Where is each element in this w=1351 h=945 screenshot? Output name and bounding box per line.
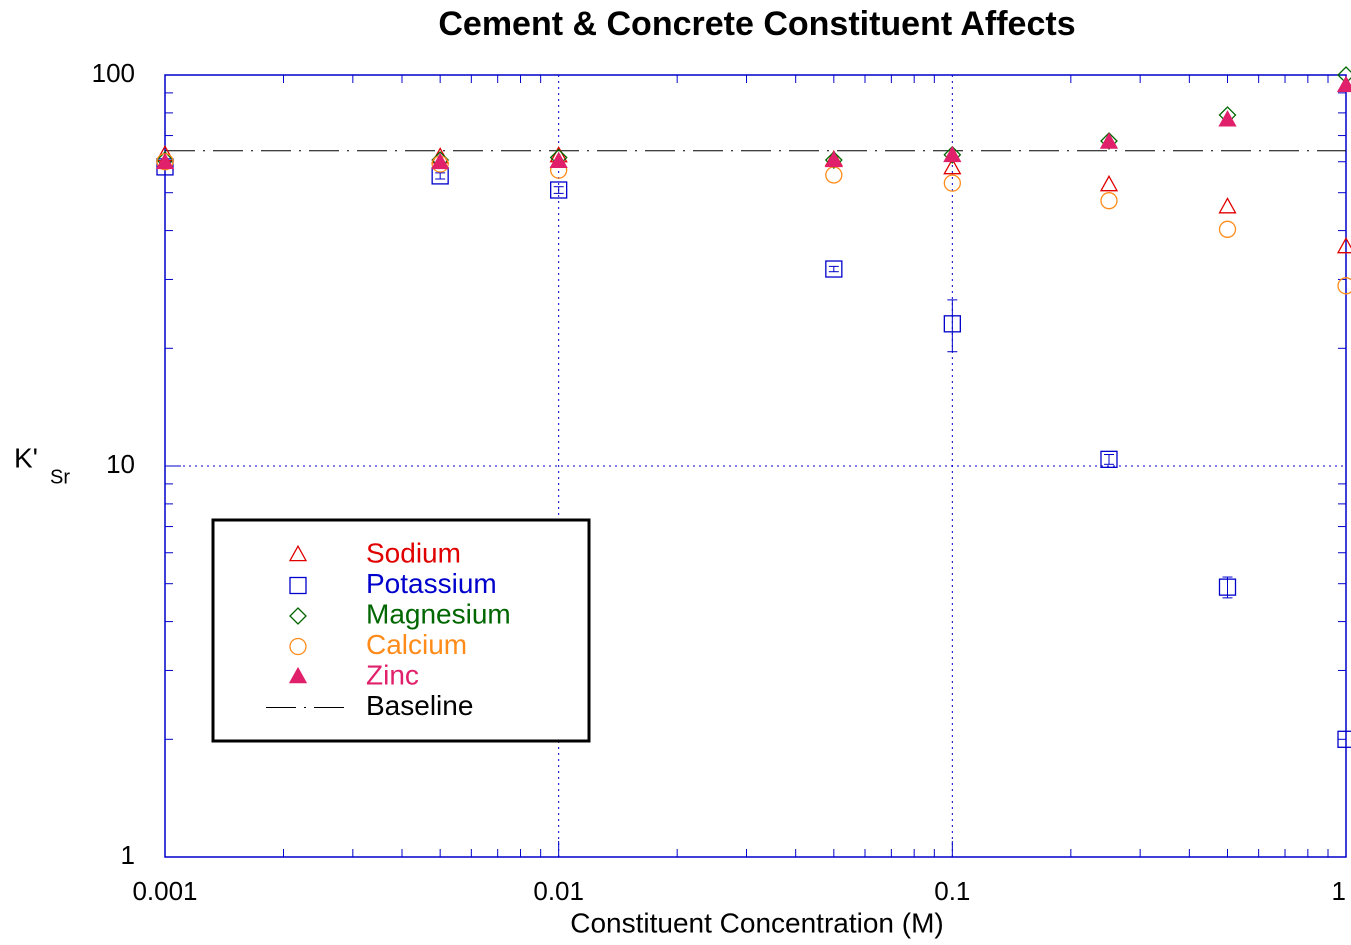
marker — [1336, 236, 1351, 254]
marker — [1218, 220, 1237, 238]
x-tick-label: 0.001 — [132, 876, 197, 906]
marker — [155, 152, 175, 170]
marker — [824, 151, 843, 169]
marker — [289, 576, 307, 595]
legend-label: Sodium — [366, 537, 461, 568]
triangle — [1099, 132, 1119, 149]
marker — [943, 174, 961, 192]
error-bar — [553, 186, 564, 194]
triangle — [1218, 110, 1237, 127]
marker — [825, 166, 843, 184]
y-axis-label: K' — [14, 442, 38, 473]
diamond — [1100, 132, 1118, 150]
marker — [289, 607, 307, 625]
marker — [824, 150, 843, 168]
x-tick-label: 1 — [1332, 876, 1346, 906]
triangle — [155, 152, 175, 170]
triangle — [943, 145, 962, 163]
triangle — [1336, 236, 1351, 254]
marker — [1336, 75, 1351, 93]
legend-label: Zinc — [366, 659, 419, 690]
marker — [1100, 192, 1118, 210]
circle — [1100, 192, 1118, 210]
triangle — [1336, 75, 1351, 93]
x-tick-label: 0.1 — [934, 876, 970, 906]
circle — [1337, 277, 1351, 295]
marker — [943, 157, 962, 175]
marker — [550, 181, 568, 199]
legend-label: Magnesium — [366, 598, 511, 629]
diamond — [289, 607, 307, 625]
legend-label: Calcium — [366, 629, 467, 660]
y-axis-label-sub: Sr — [50, 466, 70, 488]
triangle — [943, 157, 962, 175]
marker — [943, 145, 962, 164]
marker — [943, 145, 962, 163]
circle — [825, 166, 843, 184]
triangle — [288, 544, 308, 562]
y-tick-label: 100 — [92, 58, 135, 88]
marker — [431, 152, 450, 170]
diamond — [943, 145, 962, 164]
x-axis-label: Constituent Concentration (M) — [570, 907, 944, 938]
error-bar — [947, 299, 958, 353]
error-bar — [1103, 454, 1114, 465]
marker — [825, 260, 843, 278]
circle — [943, 174, 961, 192]
triangle — [1218, 197, 1237, 214]
marker — [1337, 730, 1351, 748]
square — [1337, 730, 1351, 748]
y-tick-label: 1 — [121, 840, 135, 870]
marker — [1099, 132, 1119, 149]
triangle — [824, 150, 843, 168]
y-tick-label: 10 — [106, 449, 135, 479]
legend-label: Potassium — [366, 568, 497, 599]
square — [289, 576, 307, 595]
error-bar — [435, 172, 446, 180]
chart-title: Cement & Concrete Constituent Affects — [438, 5, 1075, 43]
circle — [1218, 220, 1237, 238]
marker — [288, 544, 308, 562]
circle — [289, 637, 307, 656]
error-bar — [828, 265, 839, 273]
triangle — [431, 152, 450, 170]
legend-box — [211, 518, 591, 743]
triangle — [549, 151, 568, 168]
square — [550, 181, 568, 199]
diamond — [824, 151, 843, 169]
plot-frame — [164, 74, 1347, 858]
marker — [1337, 277, 1351, 295]
marker — [1218, 197, 1237, 214]
square — [825, 260, 843, 278]
marker — [288, 666, 308, 684]
x-tick-label: 0.01 — [533, 876, 584, 906]
marker — [549, 151, 568, 168]
marker — [1099, 174, 1119, 192]
legend-label: Baseline — [366, 690, 473, 721]
marker — [1218, 110, 1237, 127]
square — [1100, 450, 1118, 468]
triangle — [288, 666, 308, 684]
marker — [289, 637, 307, 656]
triangle — [1099, 174, 1119, 192]
marker — [1100, 450, 1118, 468]
marker — [1100, 132, 1118, 150]
error-bar — [1222, 576, 1233, 599]
